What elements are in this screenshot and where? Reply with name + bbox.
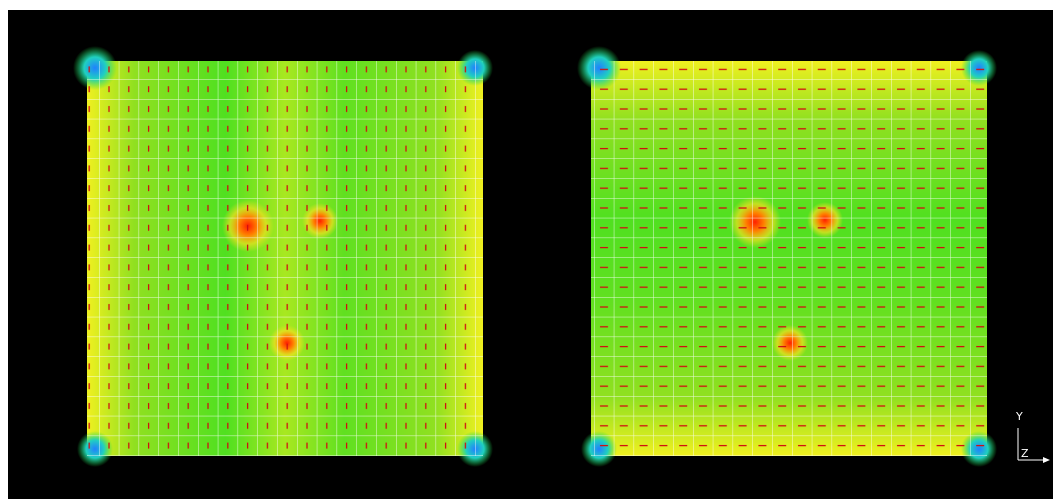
viewport: Y Z (0, 0, 1053, 499)
z-axis-label: Z (1021, 447, 1029, 460)
right-panel (577, 46, 997, 467)
left-panel (73, 46, 493, 467)
y-axis-label: Y (1015, 410, 1023, 423)
page: Y Z (() => { const data = JSON.parse(doc… (0, 0, 1053, 499)
